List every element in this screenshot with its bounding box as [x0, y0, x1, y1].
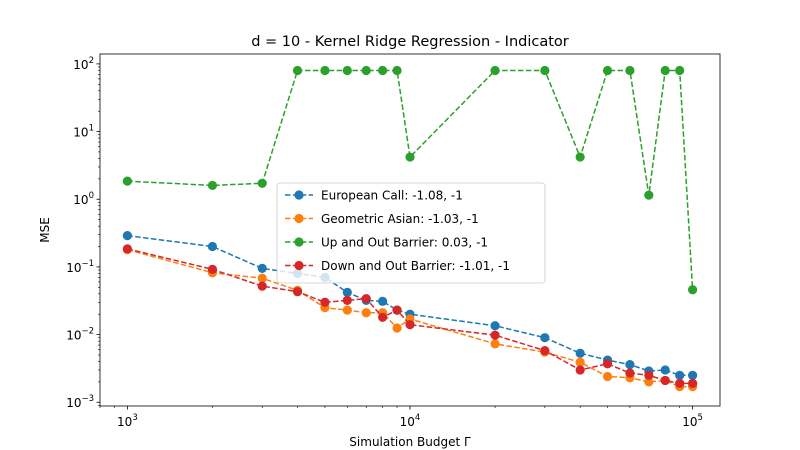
data-point	[644, 370, 654, 380]
data-point	[257, 263, 267, 274]
legend-marker	[294, 213, 304, 224]
x-tick-label: 105	[682, 413, 703, 429]
data-point	[207, 180, 218, 191]
data-point	[675, 370, 685, 380]
data-point	[122, 231, 132, 241]
legend-label: Up and Out Barrier: 0.03, -1	[321, 236, 488, 250]
data-point	[361, 65, 371, 76]
data-point	[602, 65, 613, 76]
data-point	[122, 176, 132, 186]
data-point	[575, 357, 585, 367]
data-point	[292, 65, 303, 76]
y-tick-label: 100	[73, 191, 94, 207]
y-axis-label: MSE	[38, 217, 52, 243]
legend-item: Geometric Asian: -1.03, -1	[285, 212, 479, 226]
data-point	[602, 371, 613, 382]
data-point	[575, 365, 585, 375]
data-point	[207, 241, 218, 252]
data-point	[625, 359, 635, 370]
y-tick-label: 10−1	[66, 259, 94, 275]
data-point	[625, 368, 635, 378]
data-point	[625, 65, 635, 76]
legend-box	[276, 182, 546, 284]
legend-marker	[294, 260, 304, 271]
data-point	[688, 378, 698, 388]
data-point	[405, 152, 415, 162]
series-3	[122, 65, 698, 295]
data-point	[575, 152, 585, 162]
data-point	[540, 333, 550, 343]
data-point	[392, 323, 402, 333]
data-point	[675, 65, 685, 76]
data-point	[540, 345, 550, 356]
legend-marker	[294, 237, 304, 247]
legend-label: Geometric Asian: -1.03, -1	[321, 212, 479, 226]
data-point	[644, 377, 654, 387]
data-point	[575, 348, 585, 358]
data-point	[490, 321, 500, 331]
plot-frame	[99, 53, 721, 407]
legend-item: Up and Out Barrier: 0.03, -1	[285, 236, 488, 250]
data-point	[257, 281, 267, 291]
data-point	[675, 378, 685, 388]
data-point	[378, 312, 388, 322]
data-point	[392, 305, 402, 315]
y-tick-label: 102	[73, 56, 94, 72]
legend-item: European Call: -1.08, -1	[285, 189, 463, 203]
y-tick-label: 10−2	[66, 327, 94, 343]
data-point	[392, 65, 402, 76]
legend-label: Down and Out Barrier: -1.01, -1	[321, 259, 510, 273]
data-point	[342, 305, 352, 315]
data-point	[660, 375, 670, 386]
data-point	[378, 65, 388, 76]
chart-title: d = 10 - Kernel Ridge Regression - Indic…	[251, 34, 569, 50]
data-point	[342, 295, 352, 305]
data-point	[688, 370, 698, 380]
legend: European Call: -1.08, -1 Geometric Asian:…	[276, 182, 546, 284]
y-tick-label: 101	[73, 124, 94, 140]
data-point	[490, 339, 500, 349]
x-tick-label: 103	[117, 413, 138, 429]
data-point	[361, 294, 371, 304]
series-4	[122, 244, 698, 388]
data-point	[644, 190, 654, 200]
legend-label: European Call: -1.08, -1	[321, 189, 463, 203]
data-point	[292, 287, 303, 297]
data-point	[660, 65, 670, 76]
data-point	[490, 65, 500, 76]
data-point	[540, 65, 550, 76]
data-point	[320, 297, 330, 307]
data-point	[361, 308, 371, 318]
data-point	[490, 330, 500, 340]
data-point	[342, 65, 352, 76]
data-point	[320, 65, 330, 76]
data-point	[660, 365, 670, 375]
data-point	[257, 273, 267, 283]
x-tick-label: 104	[400, 413, 421, 429]
y-tick-label: 10−3	[66, 394, 94, 410]
data-point	[257, 178, 267, 188]
legend-marker	[294, 190, 304, 200]
data-point	[688, 285, 698, 295]
data-point	[378, 296, 388, 306]
data-point	[207, 264, 218, 274]
data-point	[405, 320, 415, 330]
data-point	[342, 287, 352, 297]
data-point	[122, 244, 132, 254]
legend-item: Down and Out Barrier: -1.01, -1	[285, 259, 510, 273]
data-point	[602, 359, 613, 369]
x-axis-label: Simulation Budget Γ	[349, 435, 471, 449]
